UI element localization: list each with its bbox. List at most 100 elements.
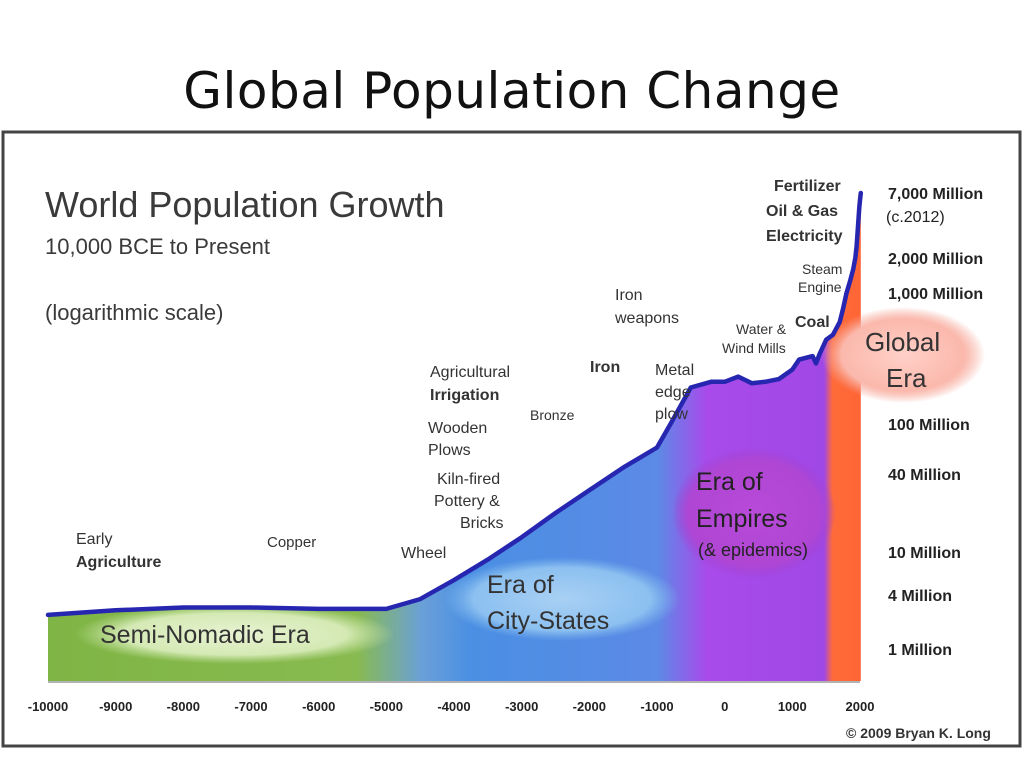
data-point xyxy=(249,606,253,609)
data-point xyxy=(831,333,835,336)
scale-note: (logarithmic scale) xyxy=(45,300,224,325)
data-point xyxy=(804,356,808,359)
y-tick-label: 1 Million xyxy=(888,642,952,659)
data-point xyxy=(419,597,422,601)
annotation-wooden: Wooden xyxy=(428,420,487,437)
era-label-semi-nomadic: Semi-Nomadic Era xyxy=(100,621,310,649)
data-point xyxy=(848,280,852,283)
data-point xyxy=(46,613,50,617)
x-tick-label: 0 xyxy=(721,699,728,714)
annotation-iron: Iron xyxy=(615,287,643,304)
data-point xyxy=(709,380,713,383)
chart-title: World Population Growth xyxy=(45,184,445,225)
data-point xyxy=(777,377,780,381)
data-point xyxy=(554,511,557,515)
era-label-city-states-2: City-States xyxy=(487,607,609,635)
x-tick-label: -1000 xyxy=(640,699,673,714)
data-point xyxy=(814,362,818,365)
data-point xyxy=(182,606,185,609)
chart-subtitle: 10,000 BCE to Present xyxy=(45,234,270,259)
y-tick-label: 100 Million xyxy=(888,417,970,434)
data-point xyxy=(855,245,858,248)
data-point xyxy=(818,353,821,356)
population-area xyxy=(48,193,861,681)
annotation-fertilizer: Fertilizer xyxy=(774,178,841,195)
annotation-pottery: Pottery & xyxy=(434,493,500,510)
chart-frame: World Population Growth 10,000 BCE to Pr… xyxy=(0,128,1024,750)
data-point xyxy=(838,320,841,324)
annotation-wheel: Wheel xyxy=(401,545,446,562)
data-point xyxy=(797,358,801,361)
data-point xyxy=(825,338,828,341)
annotation-coal: Coal xyxy=(795,314,830,331)
data-point xyxy=(452,578,456,582)
x-tick-label: -10000 xyxy=(28,699,68,714)
data-point xyxy=(859,191,862,195)
era-label-city-states-1: Era of xyxy=(487,571,554,599)
era-oval-city-states xyxy=(444,557,680,641)
data-point xyxy=(811,354,814,358)
x-tick-label: -7000 xyxy=(234,699,267,714)
population-chart: World Population Growth 10,000 BCE to Pr… xyxy=(1,130,1022,748)
era-label-empires-2: Empires xyxy=(696,505,788,533)
y-tick-sublabel: (c.2012) xyxy=(886,209,945,226)
annotation-weapons: weapons xyxy=(614,310,679,327)
annotation-edge: edge xyxy=(655,384,691,401)
data-point xyxy=(856,224,860,228)
annotation-steam: Steam xyxy=(802,261,842,277)
data-point xyxy=(858,206,861,209)
x-tick-label: -3000 xyxy=(505,699,538,714)
data-point xyxy=(841,307,845,310)
era-label-empires-1: Era of xyxy=(696,468,763,496)
annotation-engine: Engine xyxy=(798,279,842,295)
x-tick-label: -9000 xyxy=(99,699,132,714)
y-tick-label: 1,000 Million xyxy=(888,286,983,303)
data-point xyxy=(385,607,388,611)
data-point xyxy=(655,446,659,449)
era-label-global-2: Era xyxy=(886,363,927,393)
annotation-metal: Metal xyxy=(655,362,694,379)
y-tick-label: 40 Million xyxy=(888,467,961,484)
annotation-oil-gas: Oil & Gas xyxy=(766,203,838,220)
data-point xyxy=(737,375,740,378)
annotation-plow: plow xyxy=(655,406,688,423)
data-point xyxy=(854,256,857,260)
data-point xyxy=(689,386,692,389)
era-oval-global xyxy=(821,307,985,403)
annotation-bricks: Bricks xyxy=(460,515,504,532)
annotation-plows: Plows xyxy=(428,442,471,459)
annotation-iron-bold: Iron xyxy=(590,359,620,376)
annotation-electricity: Electricity xyxy=(766,228,843,245)
annotation-kiln-fired: Kiln-fired xyxy=(437,471,500,488)
annotation-agricultural: Agricultural xyxy=(430,364,510,381)
x-tick-label: -6000 xyxy=(302,699,335,714)
data-point xyxy=(669,422,672,426)
data-point xyxy=(764,380,767,383)
y-tick-label: 4 Million xyxy=(888,588,952,605)
slide-title: Global Population Change xyxy=(183,62,841,120)
x-tick-label: 1000 xyxy=(778,699,807,714)
data-point xyxy=(845,291,848,295)
annotation-agriculture: Agriculture xyxy=(76,554,161,571)
annotation-water: Water & xyxy=(736,321,787,337)
data-point xyxy=(622,466,625,469)
annotation-irrigation: Irrigation xyxy=(430,387,499,404)
data-point xyxy=(114,609,117,612)
data-point xyxy=(520,536,523,539)
data-point xyxy=(791,368,794,371)
era-oval-semi-nomadic xyxy=(75,604,395,664)
annotation-bronze: Bronze xyxy=(530,407,575,423)
data-point xyxy=(750,382,753,385)
annotation-wind-mills: Wind Mills xyxy=(722,340,786,356)
y-tick-label: 10 Million xyxy=(888,545,961,562)
data-point xyxy=(588,489,591,492)
era-oval-empires xyxy=(672,447,836,579)
x-tick-label: -8000 xyxy=(167,699,200,714)
x-tick-label: 2000 xyxy=(846,699,875,714)
data-point xyxy=(723,380,726,383)
y-tick-label: 7,000 Million xyxy=(888,186,983,203)
era-label-empires-3: (& epidemics) xyxy=(698,540,808,560)
data-point xyxy=(317,607,320,611)
data-point xyxy=(486,558,489,561)
y-tick-label: 2,000 Million xyxy=(888,251,983,268)
